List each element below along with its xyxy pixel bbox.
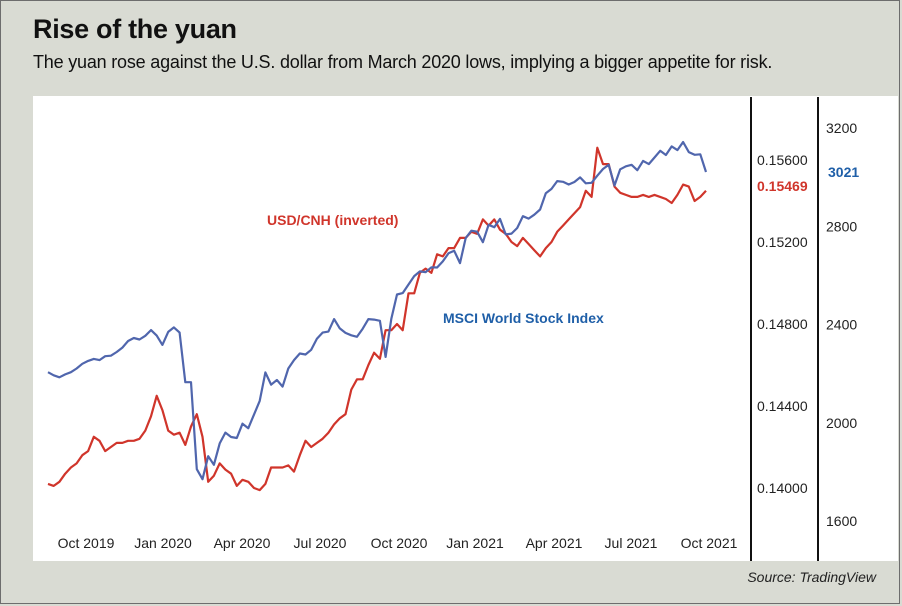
chart-title: Rise of the yuan [33,14,237,44]
last-value-msci: 3021 [828,164,859,180]
chart-subtitle: The yuan rose against the U.S. dollar fr… [33,52,773,72]
plot-panel [33,96,898,561]
series-label-usdcnh: USD/CNH (inverted) [267,212,398,228]
last-value-usdcnh: 0.15469 [757,178,808,194]
x-tick-label: Apr 2021 [526,535,583,551]
right-axis-tick-label: 2400 [826,317,857,333]
source-note: Source: TradingView [747,569,876,585]
series-label-msci: MSCI World Stock Index [443,310,604,326]
right-axis-tick-label: 2800 [826,218,857,234]
x-tick-label: Oct 2019 [58,535,115,551]
x-tick-label: Oct 2020 [371,535,428,551]
inner-axis-tick-label: 0.15200 [757,234,808,250]
right-axis-tick-label: 1600 [826,513,857,529]
series-line-usdcnh [47,146,707,492]
inner-axis-tick-label: 0.14800 [757,316,808,332]
inner-axis-ticks: 0.15600 0.15200 0.14800 0.14400 0.14000 [757,152,808,496]
x-tick-label: Oct 2021 [681,535,738,551]
inner-axis-tick-label: 0.14000 [757,480,808,496]
inner-axis-tick-label: 0.14400 [757,398,808,414]
x-tick-label: Jul 2021 [605,535,658,551]
x-tick-label: Apr 2020 [214,535,271,551]
x-tick-label: Jan 2020 [134,535,192,551]
x-tick-label: Jan 2021 [446,535,504,551]
x-tick-label: Jul 2020 [294,535,347,551]
inner-axis-tick-label: 0.15600 [757,152,808,168]
series-line-msci [47,140,708,481]
right-axis-tick-label: 2000 [826,415,857,431]
right-axis-ticks: 3200 2800 2400 2000 1600 [826,120,857,529]
x-axis-ticks: Oct 2019 Jan 2020 Apr 2020 Jul 2020 Oct 2020… [58,535,738,551]
right-axis-tick-label: 3200 [826,120,857,136]
